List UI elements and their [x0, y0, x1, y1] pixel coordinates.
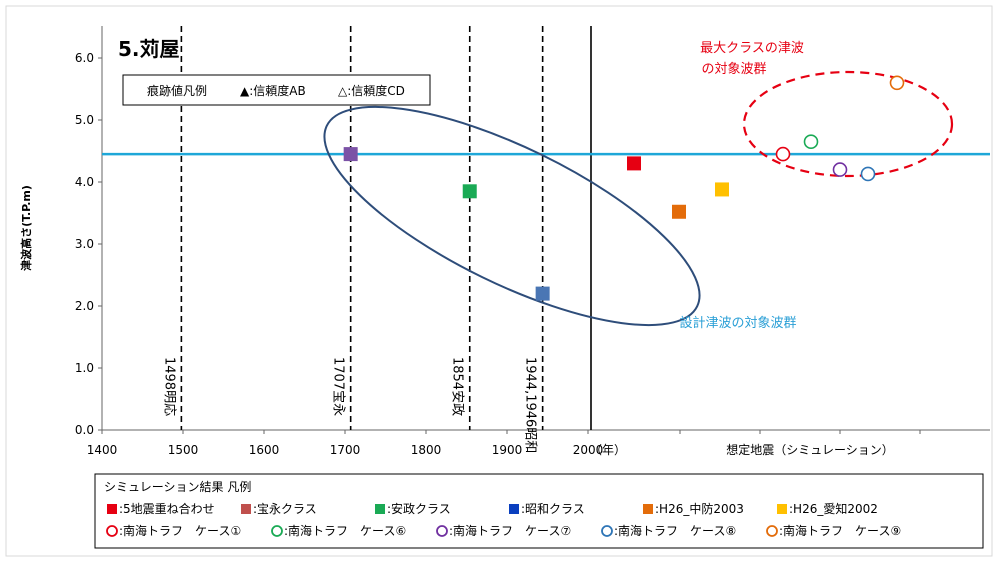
legend-swatch-circle: [436, 525, 448, 537]
historical-point-marker: [462, 184, 477, 199]
simulation-points: [627, 75, 905, 219]
simulation-point-marker: [832, 162, 848, 177]
max-class-annotation-2: の対象波群: [701, 62, 766, 77]
simulation-point-marker: [889, 75, 905, 91]
trace-legend-ab: ▲:信頼度AB: [240, 83, 306, 98]
legend-label: :H26_愛知2002: [789, 502, 878, 516]
legend-swatch-circle: [106, 525, 118, 537]
chart-title: 5.苅屋: [118, 37, 180, 61]
max-class-group-ellipse: [742, 70, 954, 178]
legend-label: :南海トラフ ケース⑧: [614, 523, 736, 538]
legend-swatch-square: [107, 504, 117, 514]
simulation-point-marker: [860, 166, 876, 182]
legend-swatch-circle: [601, 525, 613, 537]
x-tick-label: 2000: [573, 443, 604, 457]
simulation-point-marker: [803, 134, 819, 149]
y-tick-label: 2.0: [75, 299, 94, 313]
historical-point-marker: [535, 286, 550, 301]
x-unit-label: （年）: [590, 443, 626, 457]
legend-swatch-circle: [766, 525, 778, 537]
legend-swatch-square: [777, 504, 787, 514]
earthquake-line-label: 1854安政: [450, 357, 465, 416]
x-tick-label: 1500: [168, 443, 199, 457]
trace-legend-title: 痕跡値凡例: [147, 83, 207, 98]
trace-legend-box: [122, 74, 431, 106]
simulation-legend-row-2: :南海トラフ ケース① :南海トラフ ケース⑥ :南海トラフ ケース⑦ :南海トラフ …: [106, 523, 901, 538]
legend-swatch-square: [375, 504, 385, 514]
simulation-point-marker: [715, 182, 729, 197]
x-tick-label: 1800: [411, 443, 442, 457]
y-tick-label: 5.0: [75, 113, 94, 127]
historical-points: [343, 147, 550, 301]
legend-label: :南海トラフ ケース①: [119, 523, 241, 538]
x-tick-label: 1900: [492, 443, 523, 457]
earthquake-line-label: 1707宝永: [331, 357, 346, 416]
x-tick-group: 1400 1500 1600 1700 1800 1900 2000: [87, 430, 921, 457]
legend-swatch-square: [241, 504, 251, 514]
legend-label: :宝永クラス: [253, 502, 317, 516]
y-tick-label: 3.0: [75, 237, 94, 251]
legend-label: :5地震重ね合わせ: [119, 501, 215, 516]
max-class-annotation-1: 最大クラスの津波: [700, 41, 804, 56]
legend-swatch-square: [509, 504, 519, 514]
design-group-ellipse: [323, 105, 701, 327]
legend-swatch-circle: [271, 525, 283, 537]
historical-point-marker: [343, 147, 358, 162]
x-tick-label: 1600: [249, 443, 280, 457]
simulation-axis-label: 想定地震（シミュレーション）: [726, 442, 894, 457]
x-tick-label: 1400: [87, 443, 118, 457]
simulation-point-marker: [672, 204, 686, 219]
x-tick-label: 1700: [330, 443, 361, 457]
y-tick-label: 4.0: [75, 175, 94, 189]
legend-label: :昭和クラス: [521, 502, 585, 516]
y-tick-group: 0.0 1.0 2.0 3.0 4.0 5.0 6.0: [75, 51, 102, 437]
legend-label: :南海トラフ ケース⑨: [779, 523, 901, 538]
legend-label: :南海トラフ ケース⑥: [284, 523, 406, 538]
legend-label: :H26_中防2003: [655, 501, 744, 516]
simulation-legend-row-1: :5地震重ね合わせ :宝永クラス :安政クラス :昭和クラス :H26_中防2003 :H…: [107, 501, 878, 516]
y-axis-label: 津波高さ(T.P.m): [19, 185, 33, 271]
earthquake-lines: 1498明応 1707宝永 1854安政 1944,1946昭和: [161, 26, 544, 453]
y-tick-label: 0.0: [75, 423, 94, 437]
earthquake-line-label: 1944,1946昭和: [523, 357, 538, 453]
simulation-point-marker: [775, 146, 791, 162]
simulation-point-marker: [627, 156, 641, 171]
y-tick-label: 1.0: [75, 361, 94, 375]
y-tick-label: 6.0: [75, 51, 94, 65]
simulation-legend-title: シミュレーション結果 凡例: [104, 480, 251, 494]
earthquake-line-label: 1498明応: [161, 357, 176, 416]
legend-swatch-square: [643, 504, 653, 514]
legend-label: :安政クラス: [387, 501, 451, 516]
legend-label: :南海トラフ ケース⑦: [449, 523, 571, 538]
trace-legend-cd: △:信頼度CD: [338, 83, 405, 98]
design-group-annotation: 設計津波の対象波群: [679, 315, 796, 331]
